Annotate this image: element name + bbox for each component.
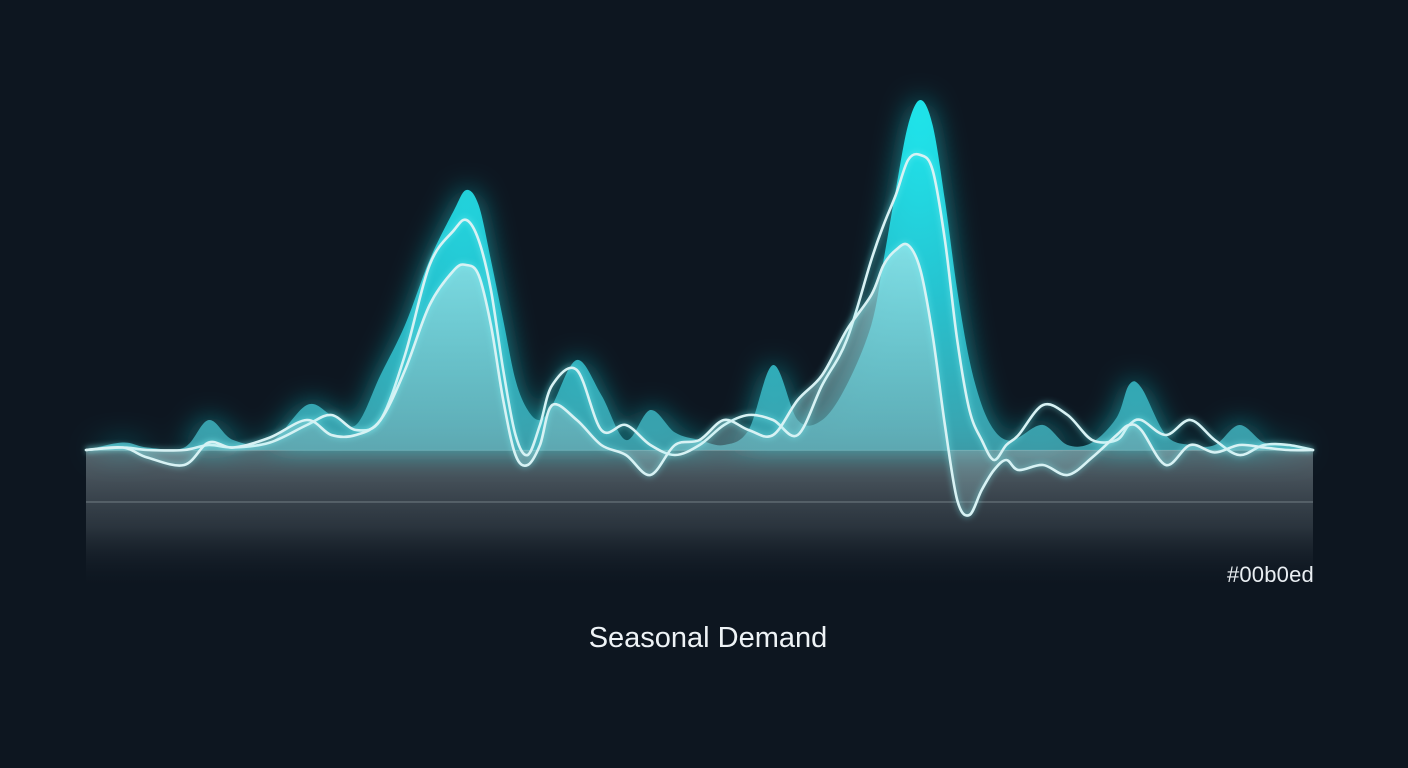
series-1-area [86,100,1313,450]
floor-panel [86,450,1313,590]
series-layer [84,100,1315,518]
color-hex-label: #00b0ed [1226,562,1314,587]
series-3-area [86,243,1313,516]
chart-floor [86,449,1313,590]
series-3-line [84,242,1315,517]
chart-title: Seasonal Demand [588,622,828,654]
